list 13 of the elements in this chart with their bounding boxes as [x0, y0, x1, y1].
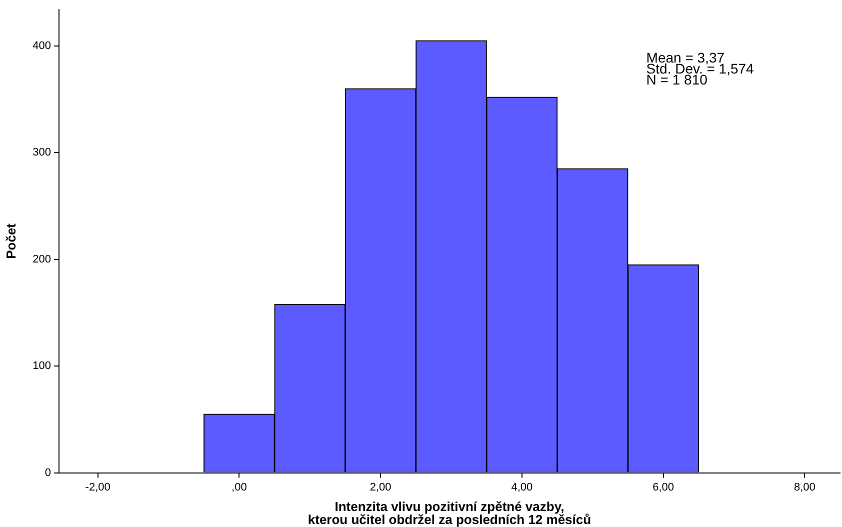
x-tick-label: -2,00 [85, 481, 110, 494]
x-tick-label: ,00 [232, 481, 247, 494]
y-tick-label: 0 [44, 466, 51, 479]
x-axis-title: Intenzita vlivu pozitivní zpětné vazby, kterou učitel obdržel za posledních 12 měsíců [308, 499, 592, 527]
x-tick-label: 4,00 [511, 481, 533, 494]
y-tick-label: 100 [32, 360, 51, 372]
x-tick-label: 2,00 [370, 481, 392, 494]
x-tick-label: 6,00 [652, 481, 674, 494]
x-tick-label: 8,00 [794, 481, 816, 494]
y-tick-label: 200 [32, 253, 51, 266]
y-tick-label: 300 [32, 146, 51, 159]
y-tick-label: 400 [32, 40, 51, 52]
y-axis-title: Počet [3, 222, 18, 259]
